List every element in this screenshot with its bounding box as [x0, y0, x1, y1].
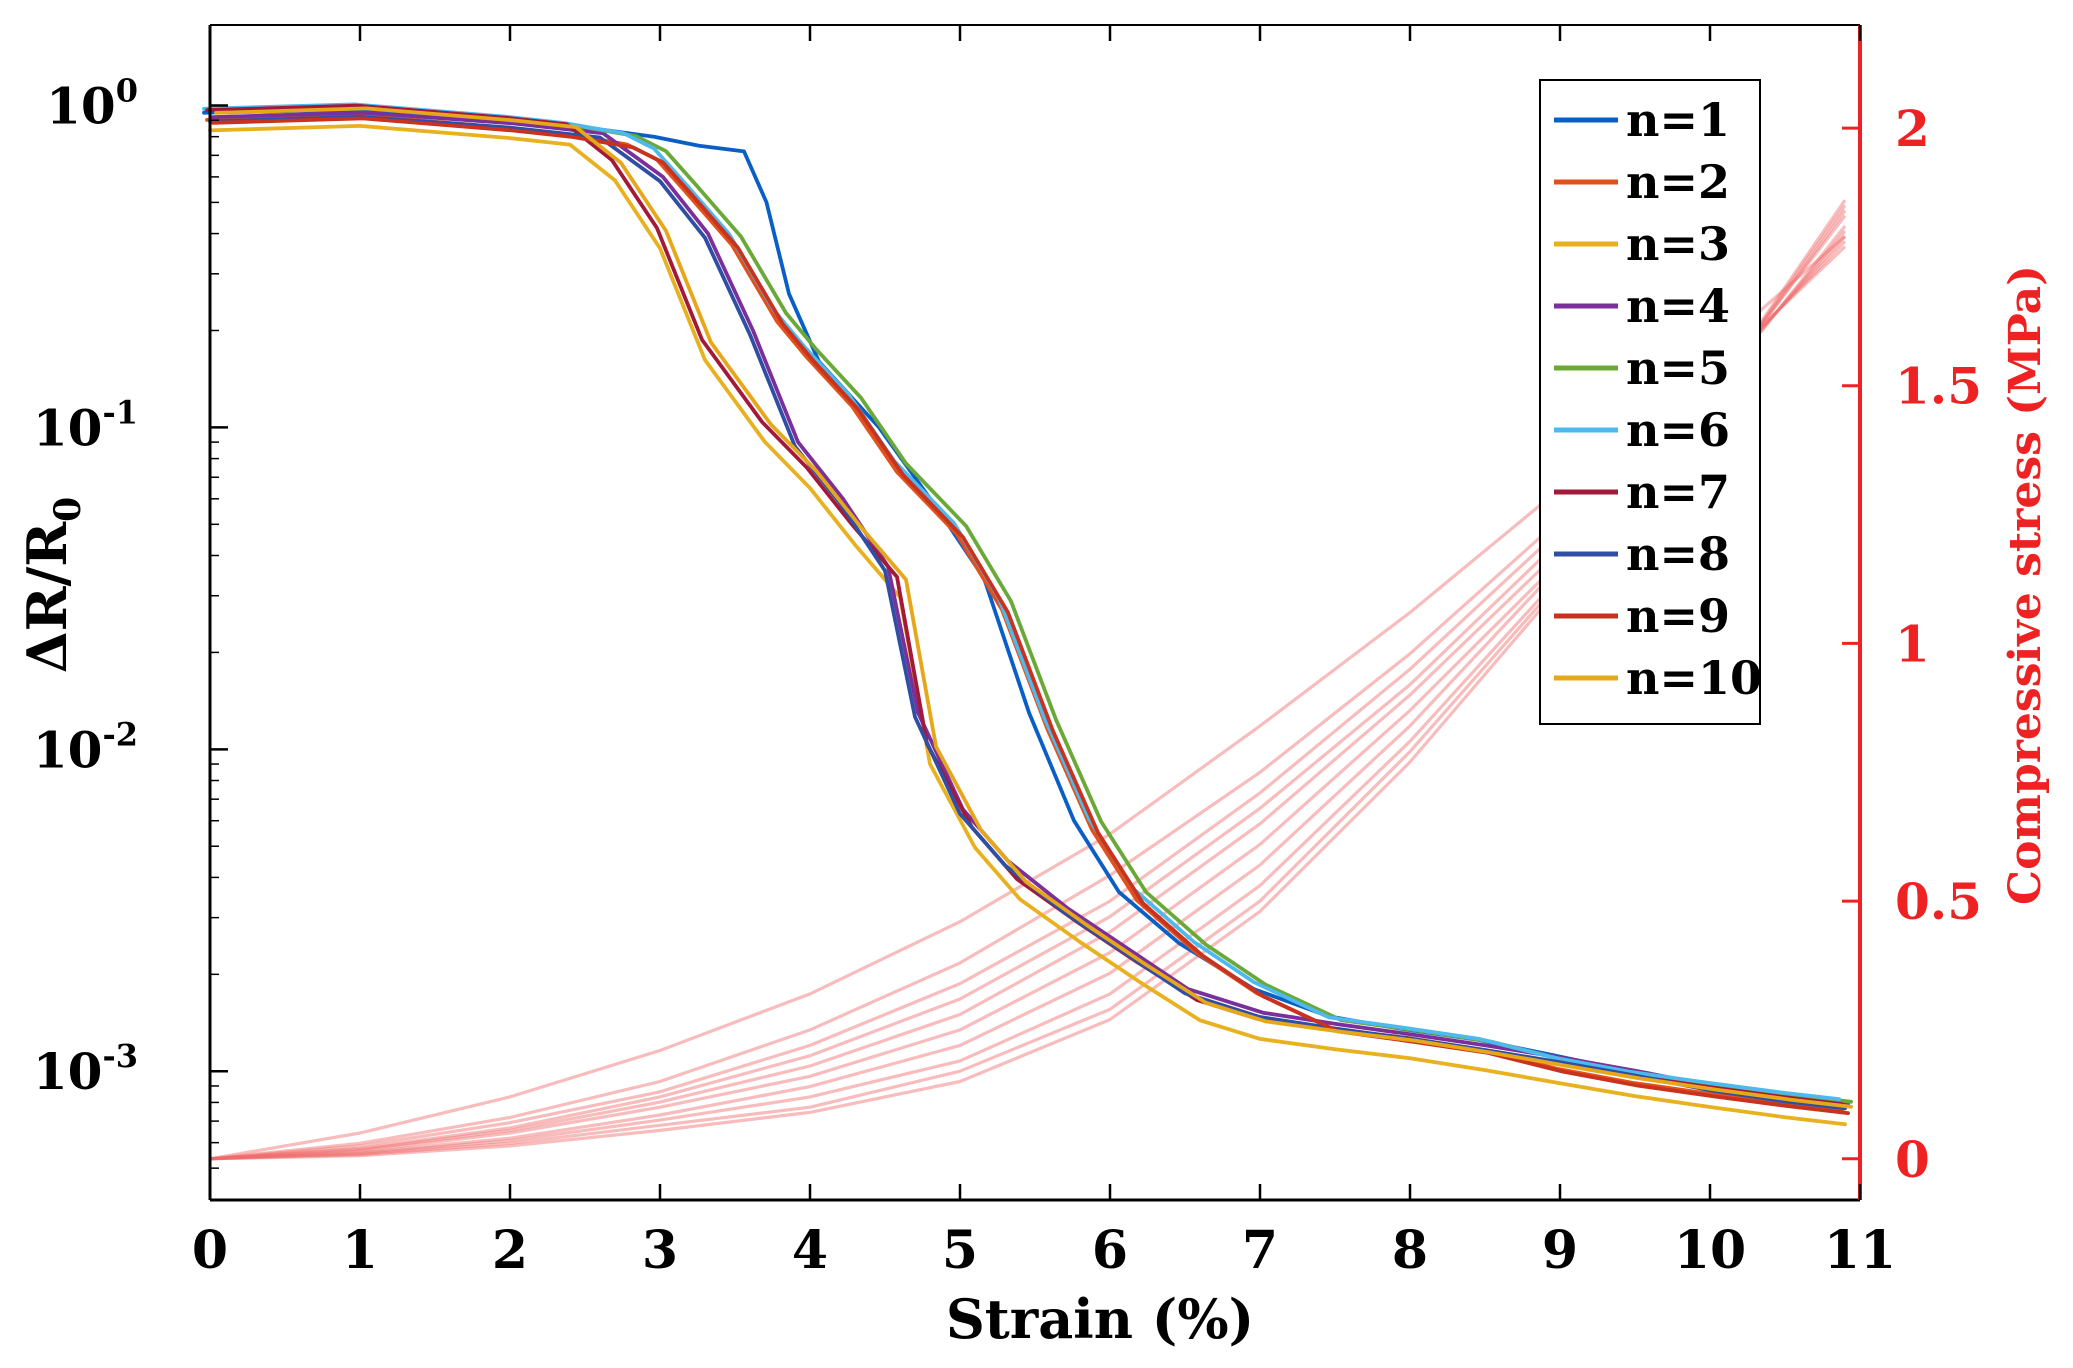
right-axis-title: Compressive stress (MPa) [2000, 265, 2051, 905]
x-tick-label: 7 [1242, 1220, 1278, 1281]
y-left-tick-base: 10 [33, 720, 103, 779]
resistance-line-n=8 [208, 115, 1847, 1111]
x-tick-label: 0 [192, 1220, 228, 1281]
left-axis-title-sub: 0 [47, 497, 89, 522]
y-left-tick-label: 10-1 [33, 393, 138, 457]
legend-label-n=5: n=5 [1626, 341, 1730, 395]
x-tick-label: 2 [492, 1220, 528, 1281]
y-right-tick-label: 0 [1895, 1130, 1930, 1189]
x-tick-label: 9 [1542, 1220, 1578, 1281]
legend: n=1 n=2 n=3 n=4 n=5 n=6 n=7 n=8 n=9 n=10 [1539, 79, 1762, 725]
y-left-tick-label: 10-3 [33, 1037, 138, 1101]
y-left-tick-base: 10 [33, 398, 103, 457]
legend-label-n=4: n=4 [1626, 279, 1730, 333]
resistance-line-n=10 [214, 106, 1853, 1109]
y-left-tick-exponent: 0 [116, 71, 138, 109]
y-left-tick-label: 100 [46, 71, 138, 135]
left-axis-title-main: ΔR/R [15, 521, 79, 673]
legend-label-n=3: n=3 [1626, 217, 1730, 271]
y-left-tick-exponent: -2 [102, 715, 138, 753]
legend-label-n=8: n=8 [1626, 527, 1730, 581]
legend-label-n=6: n=6 [1626, 403, 1730, 457]
x-tick-label: 11 [1824, 1220, 1896, 1281]
x-tick-label: 6 [1092, 1220, 1128, 1281]
resistance-curves [202, 102, 1853, 1127]
y-left-tick-base: 10 [46, 76, 116, 135]
y-left-tick-label: 10-2 [33, 715, 138, 779]
y-right-tick-label: 2 [1895, 99, 1930, 158]
x-tick-label: 3 [642, 1220, 678, 1281]
y-left-tick-exponent: -3 [102, 1037, 138, 1075]
legend-label-n=9: n=9 [1626, 589, 1730, 643]
left-axis-title: ΔR/R0 [15, 497, 89, 673]
y-right-tick-label: 0.5 [1895, 872, 1982, 931]
resistance-line-n=3 [208, 124, 1847, 1127]
x-tick-label: 8 [1392, 1220, 1428, 1281]
legend-label-n=2: n=2 [1626, 155, 1730, 209]
x-tick-label: 1 [342, 1220, 378, 1281]
x-tick-label: 4 [792, 1220, 828, 1281]
legend-label-n=7: n=7 [1626, 465, 1730, 519]
resistance-line-n=9 [211, 116, 1850, 1115]
x-axis-title: Strain (%) [946, 1287, 1254, 1351]
y-right-tick-label: 1.5 [1895, 357, 1982, 416]
x-tick-label: 10 [1674, 1220, 1746, 1281]
legend-label-n=1: n=1 [1626, 93, 1730, 147]
y-right-tick-label: 1 [1895, 614, 1930, 673]
y-left-tick-exponent: -1 [102, 393, 138, 431]
legend-label-n=10: n=10 [1626, 651, 1762, 705]
y-left-tick-base: 10 [33, 1042, 103, 1101]
x-tick-label: 5 [942, 1220, 978, 1281]
